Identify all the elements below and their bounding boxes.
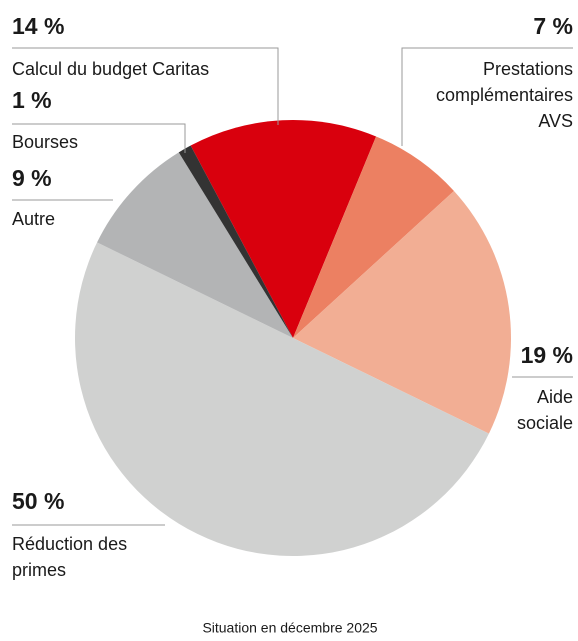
category-label: Autre <box>12 209 55 229</box>
pie-slice <box>190 119 377 338</box>
category-label: Calcul du budget Caritas <box>12 59 209 79</box>
data-label: 14 % <box>12 13 64 39</box>
leader-line <box>12 47 279 125</box>
leader-line <box>12 123 186 153</box>
pie-slice <box>178 145 293 338</box>
data-label: 9 % <box>12 165 52 191</box>
category-label: Aide sociale <box>517 387 573 433</box>
footnote: Situation en décembre 2025 <box>202 620 377 636</box>
data-label: 1 % <box>12 87 52 113</box>
pie-slice <box>293 191 511 434</box>
category-label: Prestations complémentaires AVS <box>436 59 573 131</box>
pie-slice <box>293 136 454 338</box>
data-label: 50 % <box>12 488 64 514</box>
data-label: 7 % <box>533 13 573 39</box>
data-label: 19 % <box>521 342 573 368</box>
category-label: Réduction des primes <box>12 534 127 580</box>
pie-slice <box>97 152 293 338</box>
pie-slice <box>75 242 489 556</box>
leader-line <box>401 47 573 146</box>
category-label: Bourses <box>12 132 78 152</box>
